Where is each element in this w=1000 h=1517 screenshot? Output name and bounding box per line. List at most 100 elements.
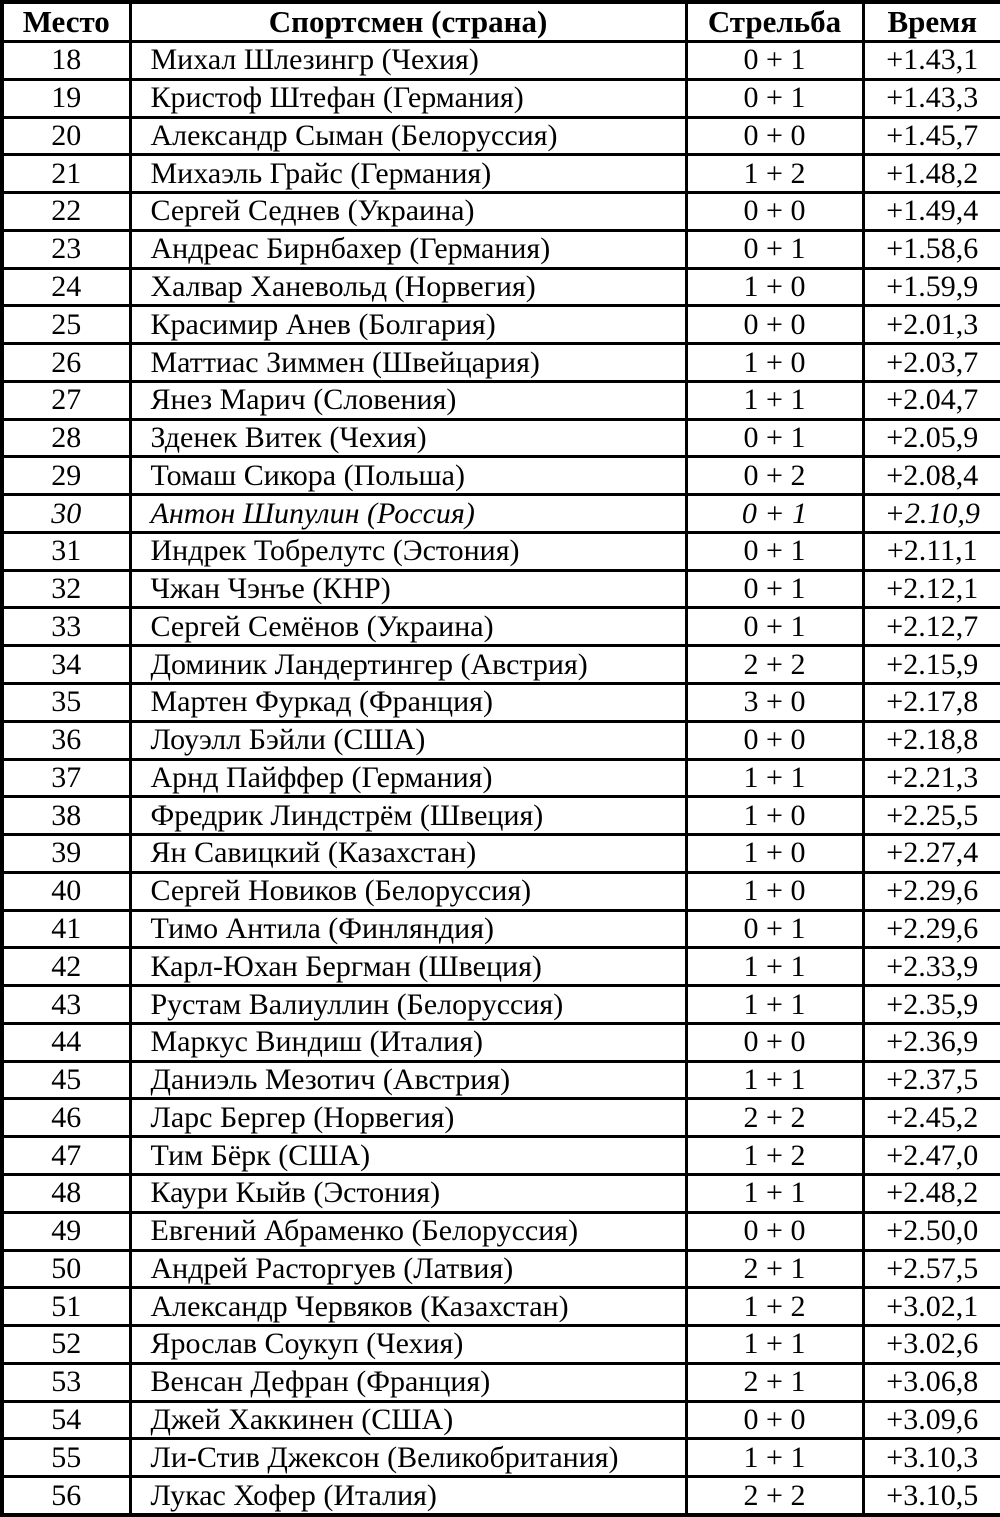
place-cell: 20 (0, 115, 132, 157)
table-row: 47 Тим Бёрк (США) 1 + 2 +2.47,0 (0, 1135, 1000, 1176)
time-cell: +2.11,1 (861, 530, 1000, 572)
place-cell: 50 (0, 1248, 132, 1290)
place-cell: 35 (0, 682, 132, 723)
athlete-cell: Ярослав Соукуп (Чехия) (128, 1324, 688, 1365)
time-cell: +3.02,1 (861, 1286, 1000, 1328)
athlete-cell: Фредрик Линдстрём (Швеция) (128, 795, 688, 837)
athlete-cell: Тим Бёрк (США) (128, 1135, 688, 1176)
place-cell: 47 (0, 1135, 132, 1176)
table-row: 55 Ли-Стив Джексон (Великобритания) 1 + 1 +… (0, 1437, 1000, 1479)
athlete-cell: Маркус Виндиш (Италия) (128, 1021, 688, 1063)
time-cell: +2.12,1 (861, 568, 1000, 610)
time-cell: +2.25,5 (861, 795, 1000, 837)
place-cell: 49 (0, 1210, 132, 1252)
table-row: 56 Лукас Хофер (Италия) 2 + 2 +3.10,5 (0, 1475, 1000, 1517)
col-header-place: Место (0, 0, 132, 43)
time-cell: +2.04,7 (861, 379, 1000, 421)
place-cell: 34 (0, 644, 132, 686)
shooting-cell: 0 + 1 (684, 77, 865, 119)
table-row: 27 Янез Марич (Словения) 1 + 1 +2.04,7 (0, 379, 1000, 421)
shooting-cell: 0 + 1 (684, 606, 865, 648)
shooting-cell: 2 + 2 (684, 1097, 865, 1139)
time-cell: +2.03,7 (861, 342, 1000, 383)
table-row: 45 Даниэль Мезотич (Австрия) 1 + 1 +2.37,5 (0, 1059, 1000, 1101)
place-cell: 43 (0, 984, 132, 1025)
athlete-cell: Андреас Бирнбахер (Германия) (128, 228, 688, 270)
time-cell: +2.50,0 (861, 1210, 1000, 1252)
table-row: 50 Андрей Расторгуев (Латвия) 2 + 1 +2.57,5 (0, 1248, 1000, 1290)
place-cell: 39 (0, 833, 132, 874)
shooting-cell: 0 + 1 (684, 228, 865, 270)
table-row: 30 Антон Шипулин (Россия) 0 + 1 +2.10,9 (0, 493, 1000, 534)
place-cell: 46 (0, 1097, 132, 1139)
place-cell: 31 (0, 530, 132, 572)
place-cell: 48 (0, 1172, 132, 1214)
table-row: 33 Сергей Семёнов (Украина) 0 + 1 +2.12,7 (0, 606, 1000, 648)
place-cell: 19 (0, 77, 132, 119)
col-header-shooting: Стрельба (684, 0, 865, 43)
table-row: 25 Красимир Анев (Болгария) 0 + 0 +2.01,3 (0, 304, 1000, 346)
time-cell: +2.05,9 (861, 417, 1000, 459)
shooting-cell: 2 + 2 (684, 1475, 865, 1517)
time-cell: +2.15,9 (861, 644, 1000, 686)
place-cell: 41 (0, 908, 132, 950)
table-row: 43 Рустам Валиуллин (Белоруссия) 1 + 1 +2.3… (0, 984, 1000, 1025)
table-row: 26 Маттиас Зиммен (Швейцария) 1 + 0 +2.03,7 (0, 342, 1000, 383)
place-cell: 51 (0, 1286, 132, 1328)
athlete-cell: Сергей Седнев (Украина) (128, 191, 688, 232)
time-cell: +1.43,3 (861, 77, 1000, 119)
athlete-cell: Лоуэлл Бэйли (США) (128, 719, 688, 761)
time-cell: +3.02,6 (861, 1324, 1000, 1365)
table-row: 53 Венсан Дефран (Франция) 2 + 1 +3.06,8 (0, 1361, 1000, 1403)
shooting-cell: 2 + 1 (684, 1361, 865, 1403)
place-cell: 36 (0, 719, 132, 761)
table-row: 31 Индрек Тобрелутс (Эстония) 0 + 1 +2.11,1 (0, 530, 1000, 572)
shooting-cell: 1 + 0 (684, 795, 865, 837)
shooting-cell: 0 + 1 (684, 40, 865, 81)
table-row: 42 Карл-Юхан Бергман (Швеция) 1 + 1 +2.33,9 (0, 946, 1000, 988)
place-cell: 44 (0, 1021, 132, 1063)
place-cell: 38 (0, 795, 132, 837)
table-row: 28 Зденек Витек (Чехия) 0 + 1 +2.05,9 (0, 417, 1000, 459)
shooting-cell: 1 + 1 (684, 1437, 865, 1479)
athlete-cell: Халвар Ханевольд (Норвегия) (128, 266, 688, 308)
athlete-cell: Маттиас Зиммен (Швейцария) (128, 342, 688, 383)
table-row: 36 Лоуэлл Бэйли (США) 0 + 0 +2.18,8 (0, 719, 1000, 761)
place-cell: 45 (0, 1059, 132, 1101)
athlete-cell: Антон Шипулин (Россия) (128, 493, 688, 534)
time-cell: +3.06,8 (861, 1361, 1000, 1403)
table-row: 24 Халвар Ханевольд (Норвегия) 1 + 0 +1.59,… (0, 266, 1000, 308)
time-cell: +3.10,5 (861, 1475, 1000, 1517)
athlete-cell: Ли-Стив Джексон (Великобритания) (128, 1437, 688, 1479)
athlete-cell: Лукас Хофер (Италия) (128, 1475, 688, 1517)
time-cell: +1.43,1 (861, 40, 1000, 81)
col-header-time: Время (861, 0, 1000, 43)
shooting-cell: 0 + 0 (684, 1210, 865, 1252)
place-cell: 25 (0, 304, 132, 346)
time-cell: +2.29,6 (861, 870, 1000, 912)
table-row: 51 Александр Червяков (Казахстан) 1 + 2 +3.… (0, 1286, 1000, 1328)
time-cell: +1.48,2 (861, 153, 1000, 195)
athlete-cell: Красимир Анев (Болгария) (128, 304, 688, 346)
athlete-cell: Зденек Витек (Чехия) (128, 417, 688, 459)
table-row: 20 Александр Сыман (Белоруссия) 0 + 0 +1.45… (0, 115, 1000, 157)
time-cell: +2.01,3 (861, 304, 1000, 346)
shooting-cell: 0 + 0 (684, 191, 865, 232)
athlete-cell: Ларс Бергер (Норвегия) (128, 1097, 688, 1139)
time-cell: +2.45,2 (861, 1097, 1000, 1139)
table-row: 40 Сергей Новиков (Белоруссия) 1 + 0 +2.29,… (0, 870, 1000, 912)
athlete-cell: Каури Кыйв (Эстония) (128, 1172, 688, 1214)
time-cell: +2.48,2 (861, 1172, 1000, 1214)
place-cell: 32 (0, 568, 132, 610)
shooting-cell: 0 + 0 (684, 115, 865, 157)
time-cell: +2.29,6 (861, 908, 1000, 950)
athlete-cell: Ян Савицкий (Казахстан) (128, 833, 688, 874)
shooting-cell: 1 + 1 (684, 1172, 865, 1214)
athlete-cell: Индрек Тобрелутс (Эстония) (128, 530, 688, 572)
place-cell: 24 (0, 266, 132, 308)
table-row: 22 Сергей Седнев (Украина) 0 + 0 +1.49,4 (0, 191, 1000, 232)
shooting-cell: 0 + 1 (684, 493, 865, 534)
athlete-cell: Даниэль Мезотич (Австрия) (128, 1059, 688, 1101)
shooting-cell: 0 + 1 (684, 908, 865, 950)
